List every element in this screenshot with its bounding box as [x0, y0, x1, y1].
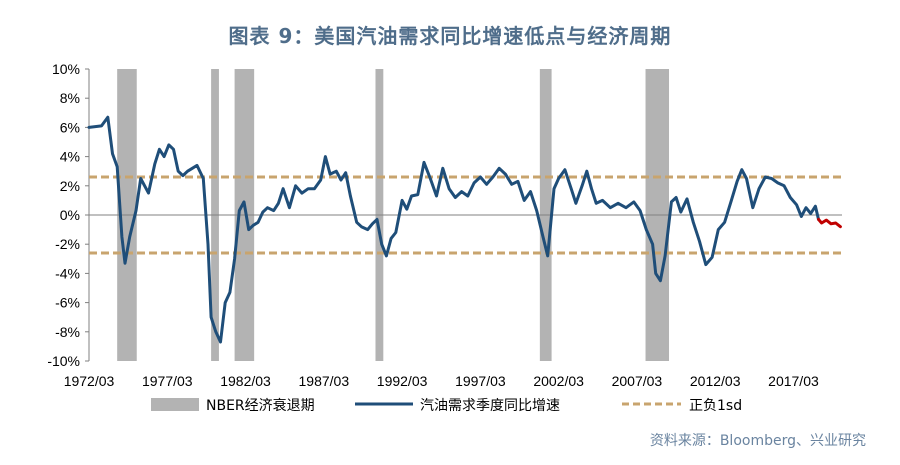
series-lines — [87, 115, 842, 344]
y-tick-label: -4% — [55, 265, 80, 281]
y-tick-label: -6% — [55, 295, 80, 311]
x-tick-label: 2017/03 — [768, 373, 819, 389]
x-tick-label: 1982/03 — [220, 373, 271, 389]
x-tick-label: 1997/03 — [455, 373, 506, 389]
x-tick-label: 2007/03 — [612, 373, 663, 389]
chart-title: 图表 9：美国汽油需求同比增速低点与经济周期 — [228, 24, 672, 48]
y-tick-label: 2% — [60, 178, 80, 194]
series-line-recent — [817, 217, 842, 229]
legend-recession-label: NBER经济衰退期 — [206, 397, 315, 414]
y-tick-label: 0% — [60, 207, 80, 223]
legend-recession-swatch — [151, 398, 199, 411]
legend-sd-label: 正负1sd — [689, 398, 742, 414]
y-tick-label: 8% — [60, 90, 80, 106]
legend: NBER经济衰退期 汽油需求季度同比增速 正负1sd — [151, 397, 742, 414]
x-tick-label: 1992/03 — [377, 373, 428, 389]
legend-series-label: 汽油需求季度同比增速 — [420, 398, 560, 414]
y-tick-label: 4% — [60, 149, 80, 165]
tick-labels: 10% 8% 6% 4% 2% 0% -2% -4% -6% -8% -10% 1972/03 1977… — [47, 61, 819, 389]
x-tick-label: 2002/03 — [533, 373, 584, 389]
x-tick-label: 1977/03 — [142, 373, 193, 389]
x-tick-label: 1972/03 — [64, 373, 115, 389]
series-line-gasoline-demand — [87, 115, 820, 344]
y-tick-label: -8% — [55, 324, 80, 340]
y-tick-label: -2% — [55, 236, 80, 252]
y-tick-label: -10% — [47, 353, 80, 369]
y-tick-label: 10% — [52, 61, 80, 77]
x-tick-label: 1987/03 — [299, 373, 350, 389]
axes — [85, 68, 842, 362]
y-tick-label: 6% — [60, 119, 80, 135]
source-note: 资料来源：Bloomberg、兴业研究 — [649, 433, 866, 449]
x-tick-label: 2012/03 — [690, 373, 741, 389]
sd-band-lines — [89, 175, 842, 255]
